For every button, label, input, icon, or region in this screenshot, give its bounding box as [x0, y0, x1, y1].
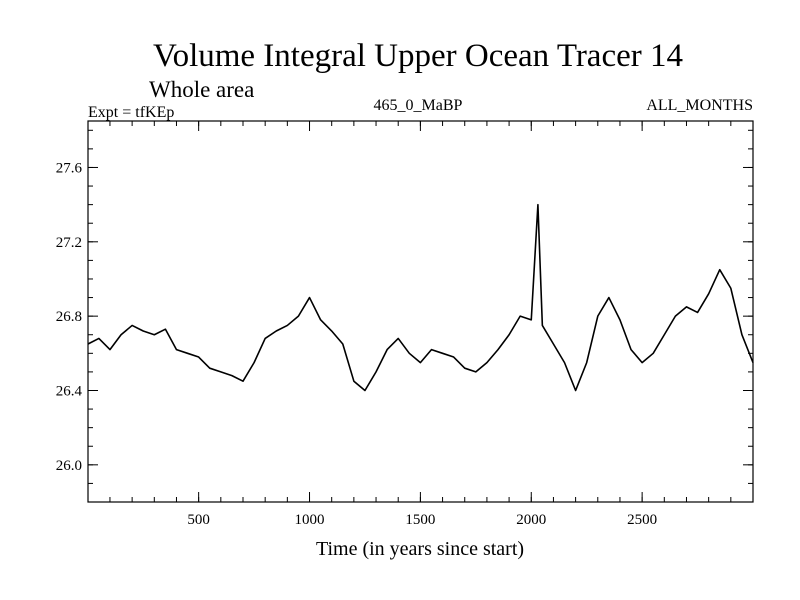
- plot-frame: [87, 120, 754, 503]
- y-tick-label: 26.4: [56, 383, 83, 399]
- chart-title: Volume Integral Upper Ocean Tracer 14: [153, 38, 683, 74]
- x-tick-label: 1000: [295, 512, 325, 528]
- y-tick-label: 26.8: [56, 309, 82, 325]
- series-layer: [87, 203, 754, 392]
- x-tick-label: 2500: [627, 512, 657, 528]
- run-label: 465_0_MaBP: [374, 97, 463, 114]
- y-tick-label: 27.6: [56, 160, 83, 176]
- series-line: [87, 203, 754, 392]
- y-tick-label: 26.0: [56, 458, 82, 474]
- y-tick-label: 27.2: [56, 235, 82, 251]
- x-axis-label: Time (in years since start): [316, 538, 524, 560]
- chart-subtitle: Whole area: [149, 77, 254, 102]
- x-tick-label: 1500: [405, 512, 435, 528]
- axis-ticks: 500 1000 1500 2000 2500 26.0 26.4 26.8 27.2 27.6: [56, 121, 754, 528]
- x-tick-label: 500: [187, 512, 210, 528]
- experiment-label: Expt = tfKEp: [88, 104, 174, 121]
- months-label: ALL_MONTHS: [646, 97, 753, 114]
- x-tick-label: 2000: [516, 512, 546, 528]
